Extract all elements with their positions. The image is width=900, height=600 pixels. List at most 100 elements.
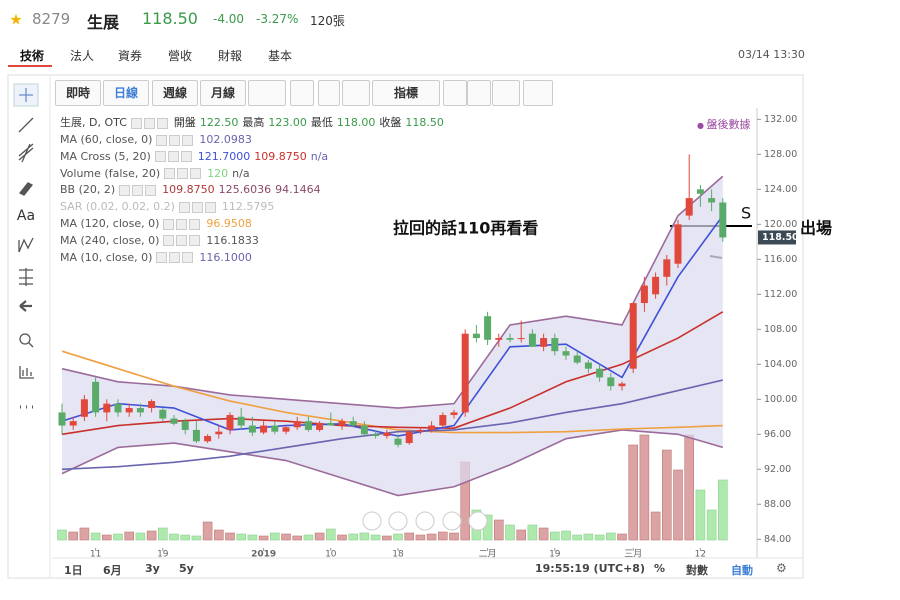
candle-body [148,401,156,409]
icon-button[interactable] [290,80,314,106]
volume-bar [527,524,538,541]
volume-bar [639,434,650,541]
legend-row: 生展, D, OTC 開盤 122.50 最高 123.00 最低 118.00 收盤 118.… [60,115,448,131]
ohlc-label: 最低 [310,116,333,129]
annotation: 拉回的話110再看看 [393,219,538,238]
arrow-tool[interactable] [19,300,32,312]
annotation: S [741,204,751,223]
candle-body [237,416,245,426]
tab[interactable]: 法人 [70,49,95,63]
fib-tool[interactable] [18,143,34,163]
star-icon[interactable]: ★ [9,11,22,29]
range-button[interactable]: 3y [145,562,160,575]
zoom-tool[interactable] [19,333,31,345]
candle-body [663,259,671,277]
toolbar-button[interactable]: 月線 [200,80,246,106]
indicator-name: SAR (0.02, 0.02, 0.2) [60,200,175,214]
scale-option[interactable]: 自動 [731,564,753,577]
indicator-name: MA (120, close, 0) [60,217,160,230]
indicator-button[interactable]: 指標 [372,80,440,106]
volume-bar [583,533,594,541]
volume-bar [628,444,639,541]
plot [57,154,728,541]
icon-button[interactable] [318,80,340,106]
text-tool[interactable]: Aa [17,208,35,224]
x-tick-label: 18 [392,550,404,560]
candle-body [248,425,256,433]
icons [130,116,170,129]
measure-tool[interactable] [19,268,33,286]
icon-button[interactable] [248,80,286,106]
nav-button[interactable] [362,511,382,531]
line-tool[interactable] [18,117,34,133]
chart-frame [7,74,804,579]
candle-body [215,431,223,435]
ohlc-value: 118.50 [405,116,444,129]
settings[interactable]: ⚙ [776,561,787,575]
pattern-tool[interactable] [18,237,34,253]
nav-button[interactable] [442,511,462,531]
volume-bar [113,533,123,541]
tab[interactable]: 資券 [118,49,143,63]
candle-body [439,415,447,426]
nav-button[interactable] [388,511,408,531]
toolbar-button[interactable]: 週線 [152,80,198,106]
icon-button[interactable] [443,80,467,106]
tab[interactable]: 營收 [168,49,193,63]
volume-bar [572,534,583,541]
icon-button[interactable] [523,80,553,106]
candle-body [204,436,212,442]
indicator-name: MA (10, close, 0) [60,250,153,264]
volume-bar [449,532,459,541]
candle-body [125,408,133,413]
volume-bar [348,533,359,541]
toolbar-button[interactable]: 即時 [55,80,101,106]
indicator-name: Volume (false, 20) [60,166,161,180]
icon-button[interactable] [492,80,520,106]
volume-bar [281,533,291,541]
tab[interactable]: 技術 [20,49,45,63]
icon-button[interactable] [342,80,370,106]
candle-body [472,333,480,339]
candle-body [383,432,391,437]
x-tick-label: 二月 [479,549,497,560]
range-button[interactable]: 1日 [64,564,83,577]
brush-tool[interactable] [18,182,34,196]
candle-body [159,409,167,419]
indicator-value: 102.0983 [199,133,252,146]
change-pct: -3.27% [256,12,299,26]
scale-option[interactable]: % [654,562,666,575]
tab[interactable]: 基本 [268,49,293,63]
nav-button[interactable] [415,511,435,531]
tab[interactable]: 財報 [218,49,243,63]
volume-bar [79,527,90,541]
y-tick-label: 108.00 [764,324,797,335]
volume-bar [684,434,695,541]
stats-tool[interactable] [19,366,34,379]
scale-option[interactable]: 對數 [686,564,708,577]
toolbar-button[interactable]: 日線 [103,80,149,106]
range-button[interactable]: 6月 [103,564,122,577]
volume-bar [605,532,616,541]
y-tick-label: 96.00 [764,429,791,440]
candle-body [528,333,536,347]
volume-bar [617,533,627,541]
indicator-value: 121.7000 [197,149,251,163]
legend-row: MA Cross (5, 20) 121.7000 109.8750 n/a [60,149,332,165]
candle-body [271,425,279,432]
candle-body [181,421,189,430]
after-hours[interactable]: ● 盤後數據 [697,118,751,131]
candle-body [685,198,693,216]
volume-bar [191,535,202,541]
volume-bar [68,531,78,541]
ohlc-label: 收盤 [379,116,402,129]
indicator-line [61,350,723,434]
icon-button[interactable] [467,80,491,106]
icons [164,167,203,180]
range-button[interactable]: 5y [179,562,194,575]
indicator-value: 109.8750 [254,149,307,163]
nav-button[interactable] [468,511,488,531]
x-tick-label: 19 [157,550,169,560]
ohlc-label: 開盤 [173,116,196,129]
indicator-line [61,429,724,497]
